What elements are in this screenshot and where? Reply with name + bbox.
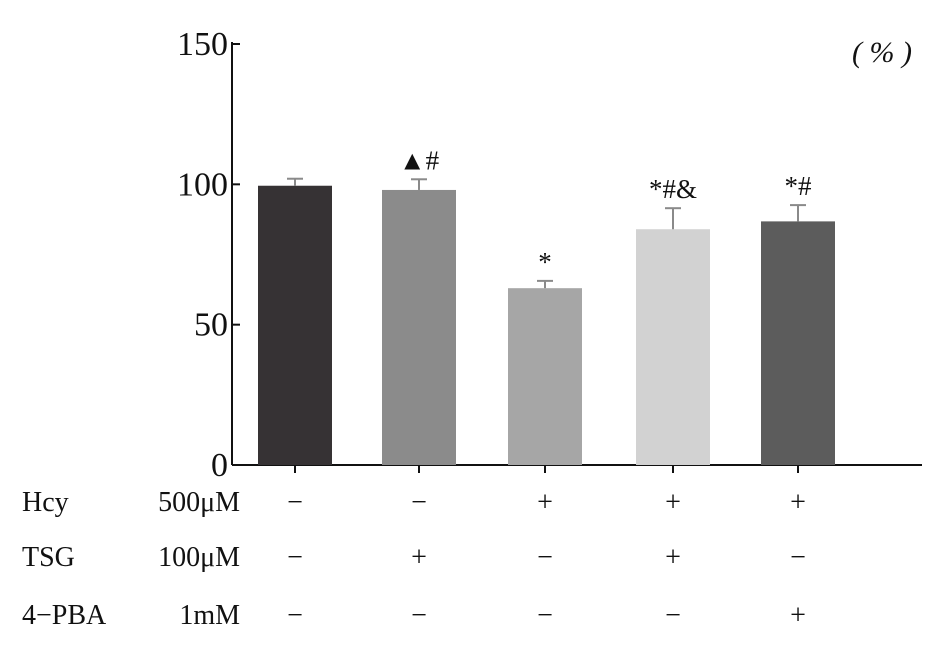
significance-label: *# (785, 171, 813, 201)
minus-sign: − (287, 542, 303, 573)
minus-sign: − (287, 600, 303, 631)
treatment-name: TSG (22, 542, 75, 573)
bar (258, 185, 332, 465)
plus-sign: + (665, 487, 681, 518)
significance-label: * (538, 247, 552, 277)
minus-sign: − (537, 600, 553, 631)
treatment-table: Hcy 500μM − − + + + TSG 100μM − + − + − 4−PBA 1mM − − − − + (22, 487, 806, 631)
significance-label: ▲# (399, 145, 440, 175)
treatment-dose: 500μM (158, 487, 240, 518)
treatment-dose: 1mM (179, 600, 240, 631)
x-axis-ticks (294, 465, 799, 473)
plus-sign: + (537, 487, 553, 518)
minus-sign: − (287, 487, 303, 518)
minus-sign: − (411, 600, 427, 631)
bar (508, 288, 582, 465)
plus-sign: + (790, 487, 806, 518)
minus-sign: − (665, 600, 681, 631)
treatment-name: Hcy (22, 487, 69, 518)
y-axis-ticks: 0 50 100 150 (177, 26, 240, 484)
bar (636, 229, 710, 465)
treatment-dose: 100μM (158, 542, 240, 573)
treatment-name: 4−PBA (22, 600, 107, 631)
bars: ▲# * *#& *# (258, 145, 835, 466)
plus-sign: + (411, 542, 427, 573)
bar (382, 189, 456, 466)
significance-label: *#& (649, 174, 697, 204)
y-tick-label: 0 (211, 447, 228, 484)
minus-sign: − (790, 542, 806, 573)
unit-label: ( % ) (852, 36, 912, 69)
y-tick-label: 50 (194, 307, 228, 344)
bar (761, 221, 835, 465)
plus-sign: + (790, 600, 806, 631)
minus-sign: − (411, 487, 427, 518)
y-tick-label: 100 (177, 166, 228, 203)
minus-sign: − (537, 542, 553, 573)
plus-sign: + (665, 542, 681, 573)
y-tick-label: 150 (177, 26, 228, 63)
